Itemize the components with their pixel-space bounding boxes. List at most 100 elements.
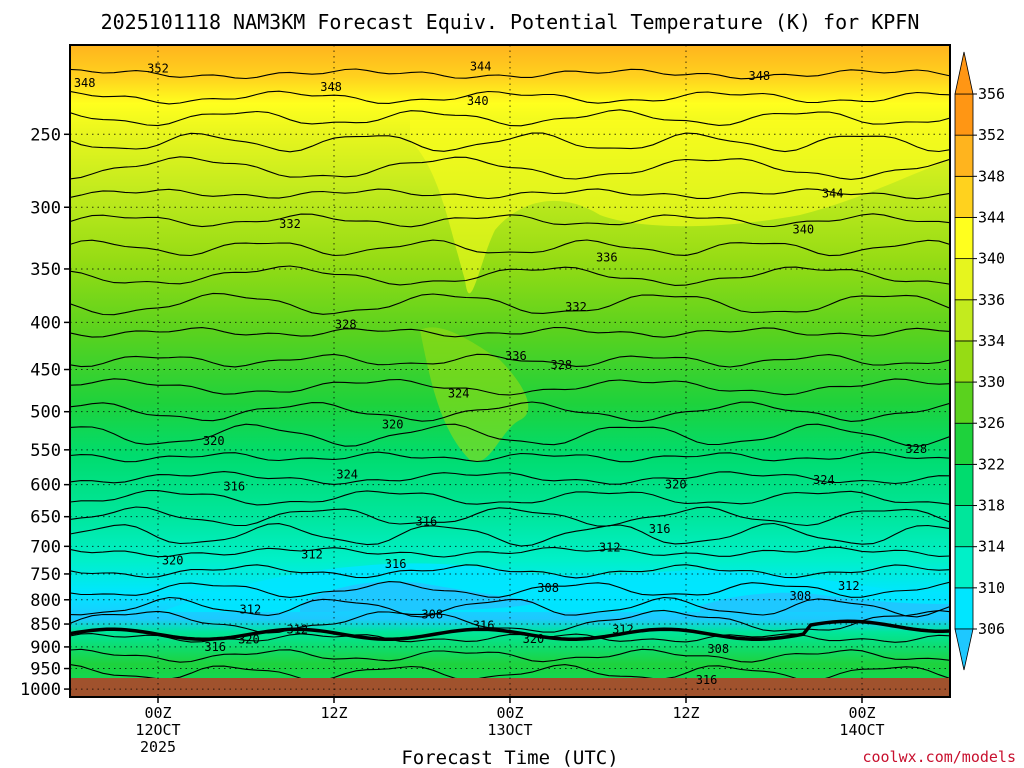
y-tick-label: 750: [30, 565, 61, 585]
contour-label: 324: [813, 473, 835, 487]
contour-label: 308: [537, 581, 559, 595]
contour-line: [70, 648, 950, 663]
contour-label: 316: [696, 673, 718, 687]
colorbar-swatch: [954, 463, 974, 506]
contour-label: 308: [707, 642, 729, 656]
contour-line: [70, 90, 950, 105]
contour-label: 312: [286, 623, 308, 637]
contour-label: 312: [612, 623, 634, 637]
contour-line: [70, 423, 950, 447]
contour-label: 340: [467, 94, 489, 108]
y-axis: 250 300 350 400 450 500 550 600 650 700 750 800 850 9…: [20, 125, 70, 700]
contour-label: 332: [279, 217, 301, 231]
colorbar-swatch: [954, 587, 974, 630]
contour-label: 320: [238, 632, 260, 646]
y-tick-label: 650: [30, 508, 61, 528]
colorbar-label: 352: [978, 126, 1005, 144]
surface-terrain: [70, 678, 950, 697]
x-tick-label: 00Z: [496, 704, 523, 722]
contour-label: 340: [792, 222, 814, 236]
contour-labels: 348 352 348 344 348 340 344 340 332 336 328 332 336 3…: [74, 59, 927, 686]
contour-line: [70, 564, 950, 579]
contour-label: 312: [240, 603, 262, 617]
y-tick-label: 1000: [20, 680, 61, 700]
y-tick-label: 900: [30, 638, 61, 658]
colorbar-swatch: [954, 299, 974, 342]
colorbar-label: 356: [978, 85, 1005, 103]
y-tick-label: 350: [30, 260, 61, 280]
contour-label: 344: [822, 187, 844, 201]
x-tick-label: 12OCT: [135, 721, 180, 739]
contour-label: 320: [162, 553, 184, 567]
contour-line: [70, 471, 950, 485]
contour-line: [70, 326, 950, 338]
contour-label: 316: [473, 618, 495, 632]
inversion-contour-band: [70, 619, 950, 642]
y-tick-label: 550: [30, 441, 61, 461]
colorbar-label: 340: [978, 250, 1005, 268]
y-tick-label: 850: [30, 615, 61, 635]
x-tick-label: 00Z: [848, 704, 875, 722]
contour-label: 328: [335, 317, 357, 331]
contour-label: 352: [147, 61, 169, 75]
x-tick-label: 2025: [140, 738, 176, 756]
colorbar-swatch: [954, 546, 974, 589]
x-tick-label: 00Z: [144, 704, 171, 722]
contour-label: 348: [74, 76, 96, 90]
colorbar-label: 336: [978, 291, 1005, 309]
colorbar-min-arrow: [954, 628, 974, 671]
colorbar-label: 330: [978, 373, 1005, 391]
contour-label: 328: [905, 442, 927, 456]
contour-line: [70, 522, 950, 547]
credit-text: coolwx.com/models: [862, 748, 1016, 766]
cold-core-east: [700, 592, 950, 612]
colorbar-label: 322: [978, 455, 1005, 473]
colorbar-swatch: [954, 340, 974, 383]
contour-label: 348: [320, 80, 342, 94]
contour-label: 324: [448, 387, 470, 401]
contour-label: 332: [565, 300, 587, 314]
y-tick-label: 600: [30, 476, 61, 496]
colorbar-label: 318: [978, 497, 1005, 515]
colorbar-max-arrow: [954, 51, 974, 95]
contour-line: [70, 188, 950, 200]
x-axis-label: Forecast Time (UTC): [401, 747, 618, 768]
colorbar: 306 310 314 318 322 326 330 334 336 340 344 348 352 3…: [954, 51, 1005, 671]
gridlines: [70, 45, 950, 697]
contour-line: [70, 401, 950, 422]
contour-line: [70, 292, 950, 316]
contour-line: [70, 451, 950, 463]
contour-line: [70, 546, 950, 558]
chart-title: 2025101118 NAM3KM Forecast Equiv. Potent…: [101, 10, 920, 34]
colorbar-swatch: [954, 258, 974, 301]
colorbar-swatch: [954, 505, 974, 548]
contour-label: 324: [336, 468, 358, 482]
contour-label: 316: [385, 557, 407, 571]
mid-green-tongue: [420, 327, 529, 462]
x-tick-label: 13OCT: [487, 721, 532, 739]
colorbar-label: 344: [978, 208, 1005, 226]
y-tick-label: 300: [30, 198, 61, 218]
contour-label: 316: [416, 515, 438, 529]
colorbar-label: 326: [978, 414, 1005, 432]
contour-label: 320: [665, 478, 687, 492]
contour-label: 336: [505, 349, 527, 363]
contour-label: 348: [748, 69, 770, 83]
x-tick-label: 12Z: [320, 704, 347, 722]
colorbar-label: 306: [978, 620, 1005, 638]
colorbar-swatch: [954, 381, 974, 424]
contour-label: 320: [203, 434, 225, 448]
contour-label: 344: [470, 59, 492, 73]
contour-label: 312: [599, 540, 621, 554]
colorbar-label: 334: [978, 332, 1005, 350]
upper-yellow-intrusion: [410, 120, 950, 294]
y-tick-label: 500: [30, 403, 61, 423]
colorbar-label: 314: [978, 538, 1005, 556]
contour-label: 336: [596, 250, 618, 264]
y-tick-label: 250: [30, 125, 61, 145]
y-tick-label: 400: [30, 313, 61, 333]
x-tick-label: 14OCT: [839, 721, 884, 739]
contour-line: [70, 68, 950, 80]
colorbar-label: 310: [978, 579, 1005, 597]
